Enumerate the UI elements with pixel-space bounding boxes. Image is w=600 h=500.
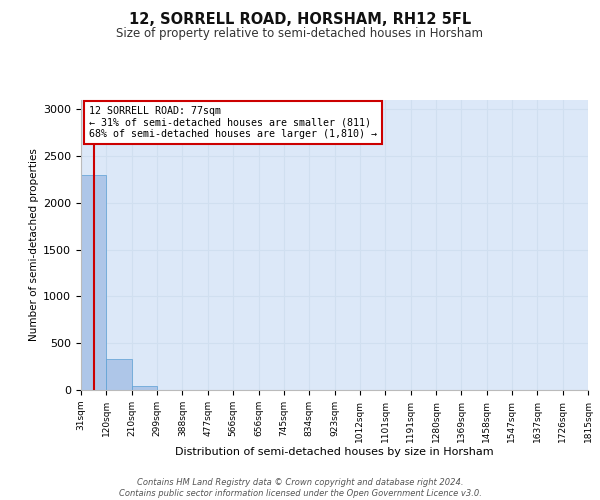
Text: 12, SORRELL ROAD, HORSHAM, RH12 5FL: 12, SORRELL ROAD, HORSHAM, RH12 5FL <box>129 12 471 28</box>
Text: 12 SORRELL ROAD: 77sqm
← 31% of semi-detached houses are smaller (811)
68% of se: 12 SORRELL ROAD: 77sqm ← 31% of semi-det… <box>89 106 377 139</box>
Text: Contains HM Land Registry data © Crown copyright and database right 2024.
Contai: Contains HM Land Registry data © Crown c… <box>119 478 481 498</box>
Bar <box>106 359 132 390</box>
Text: Size of property relative to semi-detached houses in Horsham: Size of property relative to semi-detach… <box>116 28 484 40</box>
Bar <box>132 386 157 390</box>
Y-axis label: Number of semi-detached properties: Number of semi-detached properties <box>29 148 39 342</box>
X-axis label: Distribution of semi-detached houses by size in Horsham: Distribution of semi-detached houses by … <box>175 448 494 458</box>
Bar <box>81 175 106 390</box>
